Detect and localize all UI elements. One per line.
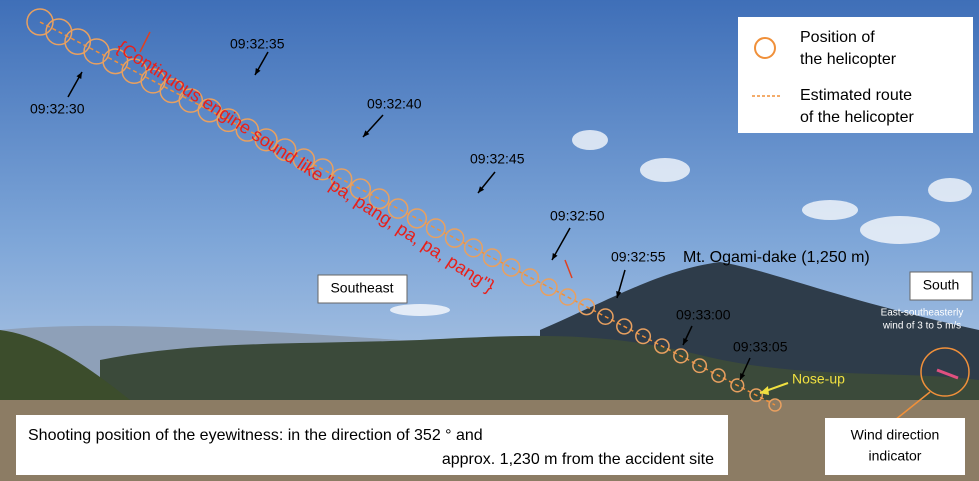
nose-up-label: Nose-up (792, 371, 845, 387)
south-label: South (923, 277, 960, 293)
time-label: 09:32:45 (470, 151, 525, 167)
time-label: 09:32:55 (611, 249, 666, 265)
legend-text: of the helicopter (800, 109, 915, 126)
indicator-label: indicator (869, 448, 922, 464)
time-label: 09:33:05 (733, 339, 788, 355)
annotated-photo: {Continuous engine sound like "pa, pang,… (0, 0, 979, 481)
time-label: 09:32:35 (230, 36, 285, 52)
southeast-label: Southeast (330, 280, 393, 296)
mountain-label: Mt. Ogami-dake (1,250 m) (683, 249, 870, 266)
caption: approx. 1,230 m from the accident site (442, 451, 714, 468)
indicator-label: Wind direction (851, 427, 940, 443)
legend-text: the helicopter (800, 51, 897, 68)
wind-text: East-southeasterly (881, 308, 964, 319)
time-label: 09:32:40 (367, 96, 422, 112)
legend-text: Position of (800, 29, 875, 46)
wind-text: wind of 3 to 5 m/s (882, 321, 961, 332)
time-label: 09:32:30 (30, 101, 85, 117)
time-label: 09:32:50 (550, 208, 605, 224)
caption: Shooting position of the eyewitness: in … (28, 427, 483, 444)
legend-text: Estimated route (800, 87, 912, 104)
time-label: 09:33:00 (676, 307, 731, 323)
